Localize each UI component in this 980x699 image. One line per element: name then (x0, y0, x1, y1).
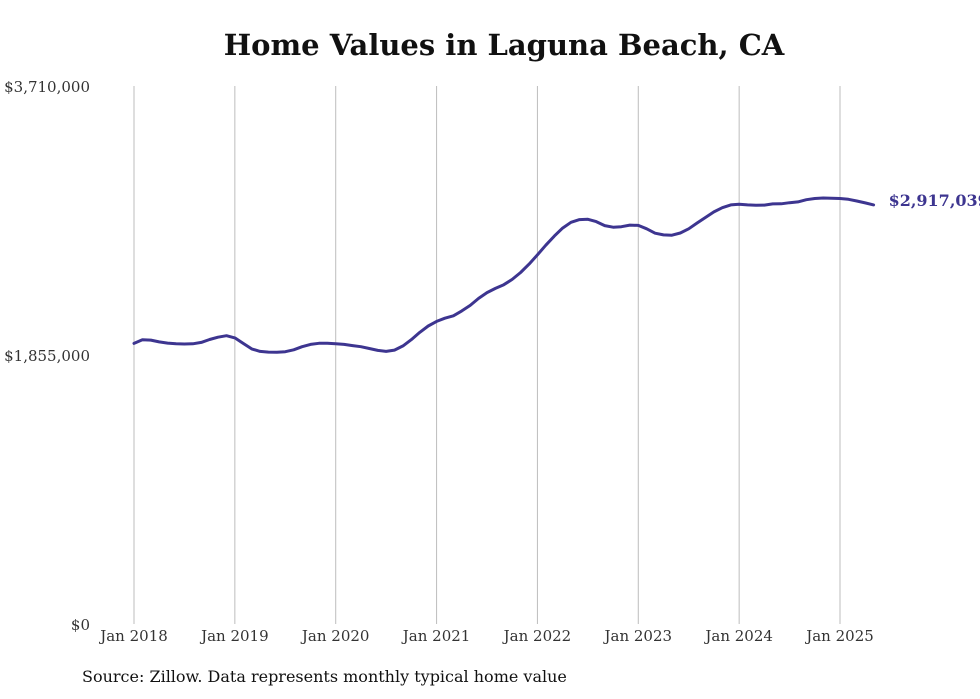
y-tick-label: $1,855,000 (4, 347, 90, 365)
x-tick-label: Jan 2022 (502, 627, 572, 645)
x-tick-label: Jan 2019 (199, 627, 269, 645)
x-tick-label: Jan 2020 (300, 627, 370, 645)
chart-title: Home Values in Laguna Beach, CA (223, 28, 785, 62)
y-tick-label: $3,710,000 (4, 78, 90, 96)
x-tick-label: Jan 2021 (401, 627, 471, 645)
x-tick-label: Jan 2024 (703, 627, 773, 645)
x-tick-label: Jan 2018 (98, 627, 168, 645)
series-line (132, 196, 876, 354)
x-tick-label: Jan 2023 (603, 627, 673, 645)
end-value-label: $2,917,039 (889, 191, 980, 210)
y-tick-label: $0 (71, 616, 90, 634)
x-tick-label: Jan 2025 (804, 627, 874, 645)
source-note: Source: Zillow. Data represents monthly … (82, 667, 567, 686)
